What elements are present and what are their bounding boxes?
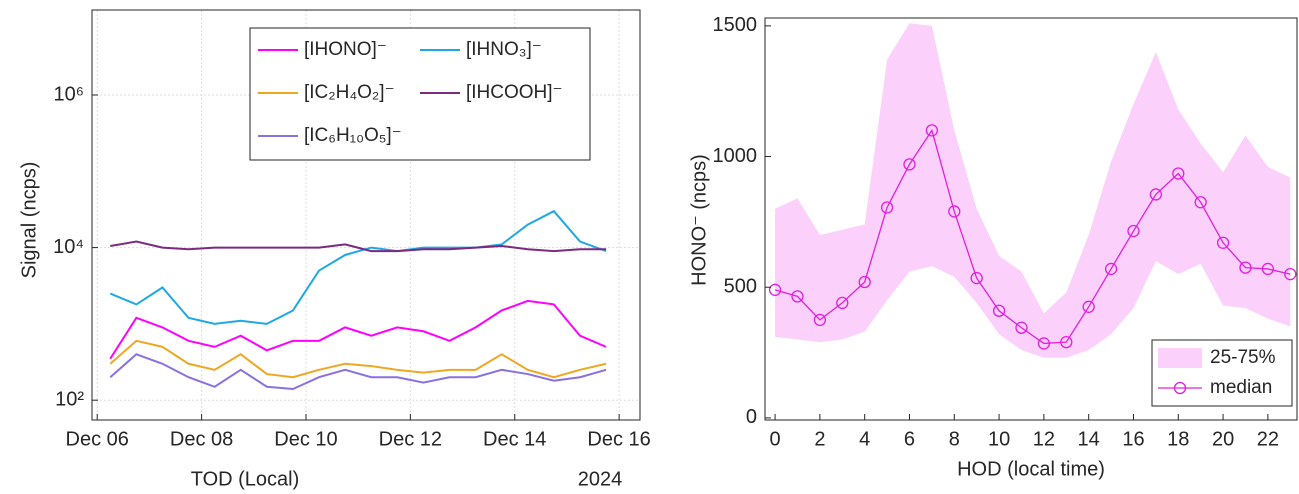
legend: [IHONO]⁻ [IHNO₃]⁻ [IC₂H₄O₂]⁻ [IHCOOH]⁻ [IC₆H…: [249, 27, 591, 161]
x-tick-label: 18: [1167, 428, 1189, 450]
x-tick-label: 0: [770, 428, 781, 450]
y-axis-label: Signal (ncps): [18, 162, 40, 279]
x-tick-label: Dec 12: [379, 428, 442, 450]
plot-area: [109, 209, 607, 391]
marker: [1060, 335, 1073, 349]
marker: [948, 205, 961, 218]
marker: [1284, 268, 1297, 281]
marker: [1127, 224, 1140, 238]
axes-box: [764, 17, 1298, 421]
x-tick-label: Dec 16: [587, 428, 650, 450]
series-line: [109, 209, 607, 325]
series-line: [109, 353, 607, 391]
marker: [1082, 300, 1095, 313]
marker: [1194, 196, 1207, 209]
legend-label: [IC₆H₁₀O₅]⁻: [304, 125, 402, 146]
x-tick-label: 8: [949, 428, 960, 450]
marker: [836, 296, 849, 310]
marker: [970, 271, 983, 285]
x-tick-label: 2: [814, 428, 825, 450]
marker: [791, 290, 804, 303]
x-tick-label: 6: [904, 428, 915, 450]
x-tick-label: Dec 08: [170, 428, 233, 450]
marker: [858, 275, 871, 289]
annotation: 2024: [578, 468, 623, 490]
marker: [813, 313, 827, 327]
marker: [1104, 262, 1118, 276]
marker: [925, 124, 939, 137]
legend-label: median: [1210, 377, 1272, 398]
y-tick-label: 1500: [713, 14, 758, 36]
x-tick-label: 4: [859, 428, 870, 450]
series-line: [109, 339, 607, 379]
band-area: [775, 23, 1291, 358]
x-tick-label: 12: [1033, 428, 1055, 450]
x-axis-label: TOD (Local): [191, 468, 300, 490]
y-tick-label: 1000: [713, 145, 758, 167]
marker: [1172, 167, 1185, 180]
axes-box: [91, 9, 641, 421]
y-tick-label: 10²: [55, 388, 84, 410]
legend-label: 25-75%: [1210, 347, 1276, 368]
marker: [1216, 236, 1230, 249]
x-tick-label: 16: [1122, 428, 1144, 450]
y-axis-label: HONO⁻ (ncps): [688, 154, 710, 286]
y-tick-label: 500: [724, 276, 757, 298]
x-tick-label: 22: [1257, 428, 1279, 450]
marker: [768, 283, 782, 296]
legend-swatch: [1158, 348, 1202, 368]
legend-label: [IHONO]⁻: [304, 39, 387, 60]
marker: [1239, 261, 1252, 274]
x-tick-label: 20: [1212, 428, 1234, 450]
x-tick-label: Dec 10: [274, 428, 337, 450]
x-axis-label: HOD (local time): [957, 458, 1105, 480]
y-tick-label: 0: [746, 406, 757, 428]
legend-label: [IHNO₃]⁻: [466, 39, 542, 60]
marker: [1037, 337, 1051, 350]
series-line: [109, 299, 607, 360]
marker: [992, 304, 1006, 317]
legend-label: [IC₂H₄O₂]⁻: [304, 82, 395, 103]
legend: 25-75% median: [1151, 339, 1293, 407]
y-tick-label: 10⁴: [53, 236, 84, 258]
x-tick-label: 14: [1078, 428, 1100, 450]
marker: [903, 158, 916, 171]
x-tick-label: Dec 14: [483, 428, 546, 450]
x-tick-label: Dec 06: [66, 428, 129, 450]
marker: [880, 201, 894, 214]
marker: [1261, 262, 1275, 276]
y-tick-label: 10⁶: [54, 83, 84, 105]
marker: [1015, 321, 1028, 334]
legend-label: [IHCOOH]⁻: [466, 82, 563, 103]
series-line: [110, 240, 607, 253]
plot-area: [768, 23, 1297, 358]
marker: [1149, 188, 1163, 201]
x-tick-label: 10: [988, 428, 1010, 450]
legend-swatch: [1173, 381, 1187, 395]
